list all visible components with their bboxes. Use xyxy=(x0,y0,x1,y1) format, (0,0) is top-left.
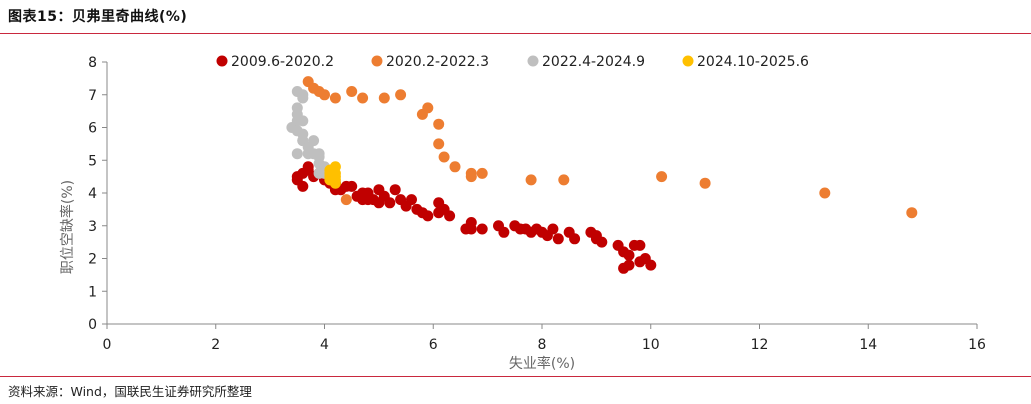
data-point xyxy=(438,151,450,163)
data-point xyxy=(422,102,434,114)
data-point xyxy=(389,184,401,196)
data-point xyxy=(329,92,341,104)
x-tick-label: 2 xyxy=(211,337,220,353)
data-point xyxy=(313,167,325,179)
data-points xyxy=(286,76,918,274)
y-axis-label: 职位空缺率(%) xyxy=(59,180,76,274)
data-point xyxy=(433,138,445,150)
data-point xyxy=(465,217,477,228)
y-tick-label: 5 xyxy=(88,153,97,169)
data-point xyxy=(422,210,434,222)
data-point xyxy=(346,86,358,97)
y-tick-label: 7 xyxy=(88,88,97,104)
legend-label-4: 2024.10-2025.6 xyxy=(697,54,809,70)
data-point xyxy=(291,125,303,137)
x-tick-label: 10 xyxy=(642,337,660,353)
data-point xyxy=(558,174,570,186)
data-point xyxy=(444,210,456,222)
data-point xyxy=(297,89,309,101)
data-point xyxy=(329,171,341,183)
legend-marker-2 xyxy=(371,55,383,67)
data-point xyxy=(319,89,330,101)
data-point xyxy=(634,239,646,251)
data-point xyxy=(476,223,488,235)
data-point xyxy=(552,233,564,245)
data-point xyxy=(384,197,396,209)
legend-label-1: 2009.6-2020.2 xyxy=(231,54,334,70)
y-tick-label: 0 xyxy=(88,317,97,333)
data-point xyxy=(569,233,581,245)
data-point xyxy=(699,177,711,189)
data-point xyxy=(656,171,668,183)
x-tick-label: 0 xyxy=(103,337,112,353)
data-point xyxy=(433,118,445,130)
data-point xyxy=(498,226,510,238)
data-point xyxy=(406,194,417,206)
data-point xyxy=(596,236,608,248)
series-4 xyxy=(324,161,341,189)
x-tick-label: 8 xyxy=(538,337,547,353)
data-point xyxy=(340,194,352,206)
data-point xyxy=(395,89,407,101)
data-point xyxy=(476,167,488,179)
legend-label-3: 2022.4-2024.9 xyxy=(542,54,645,70)
data-point xyxy=(291,102,303,114)
source-note: 资料来源：Wind，国联民生证券研究所整理 xyxy=(8,384,252,399)
y-tick-label: 8 xyxy=(88,55,97,71)
data-point xyxy=(465,171,477,183)
title-divider xyxy=(0,33,1031,34)
data-point xyxy=(313,148,325,160)
data-point xyxy=(906,207,918,219)
data-point xyxy=(645,259,657,271)
chart-legend: 2009.6-2020.2 2020.2-2022.3 2022.4-2024.9 2… xyxy=(216,54,809,70)
data-point xyxy=(346,180,358,192)
x-tick-label: 4 xyxy=(320,337,329,353)
x-tick-label: 6 xyxy=(429,337,438,353)
x-tick-label: 14 xyxy=(859,337,877,353)
data-point xyxy=(378,92,390,104)
source-divider xyxy=(0,376,1031,377)
data-point xyxy=(291,148,303,160)
data-point xyxy=(547,223,559,235)
figure-title: 图表15：贝弗里奇曲线(%) xyxy=(8,9,188,25)
y-tick-label: 2 xyxy=(88,252,97,268)
y-tick-label: 6 xyxy=(88,121,97,137)
data-point xyxy=(449,161,461,173)
data-point xyxy=(302,161,314,173)
data-point xyxy=(819,187,831,199)
legend-marker-3 xyxy=(527,55,539,67)
series-2 xyxy=(302,76,918,219)
data-point xyxy=(623,259,635,271)
legend-marker-1 xyxy=(216,55,228,67)
x-tick-label: 12 xyxy=(751,337,769,353)
y-tick-label: 3 xyxy=(88,219,97,235)
y-tick-label: 4 xyxy=(88,186,97,202)
x-tick-label: 16 xyxy=(968,337,986,353)
data-point xyxy=(525,174,537,186)
data-point xyxy=(357,92,369,104)
data-point xyxy=(623,249,635,261)
legend-marker-4 xyxy=(682,55,694,67)
legend-label-2: 2020.2-2022.3 xyxy=(386,54,489,70)
x-axis-label: 失业率(%) xyxy=(509,355,575,372)
data-point xyxy=(297,115,309,127)
y-tick-label: 1 xyxy=(88,284,97,300)
data-point xyxy=(308,135,320,147)
data-point xyxy=(297,180,309,192)
